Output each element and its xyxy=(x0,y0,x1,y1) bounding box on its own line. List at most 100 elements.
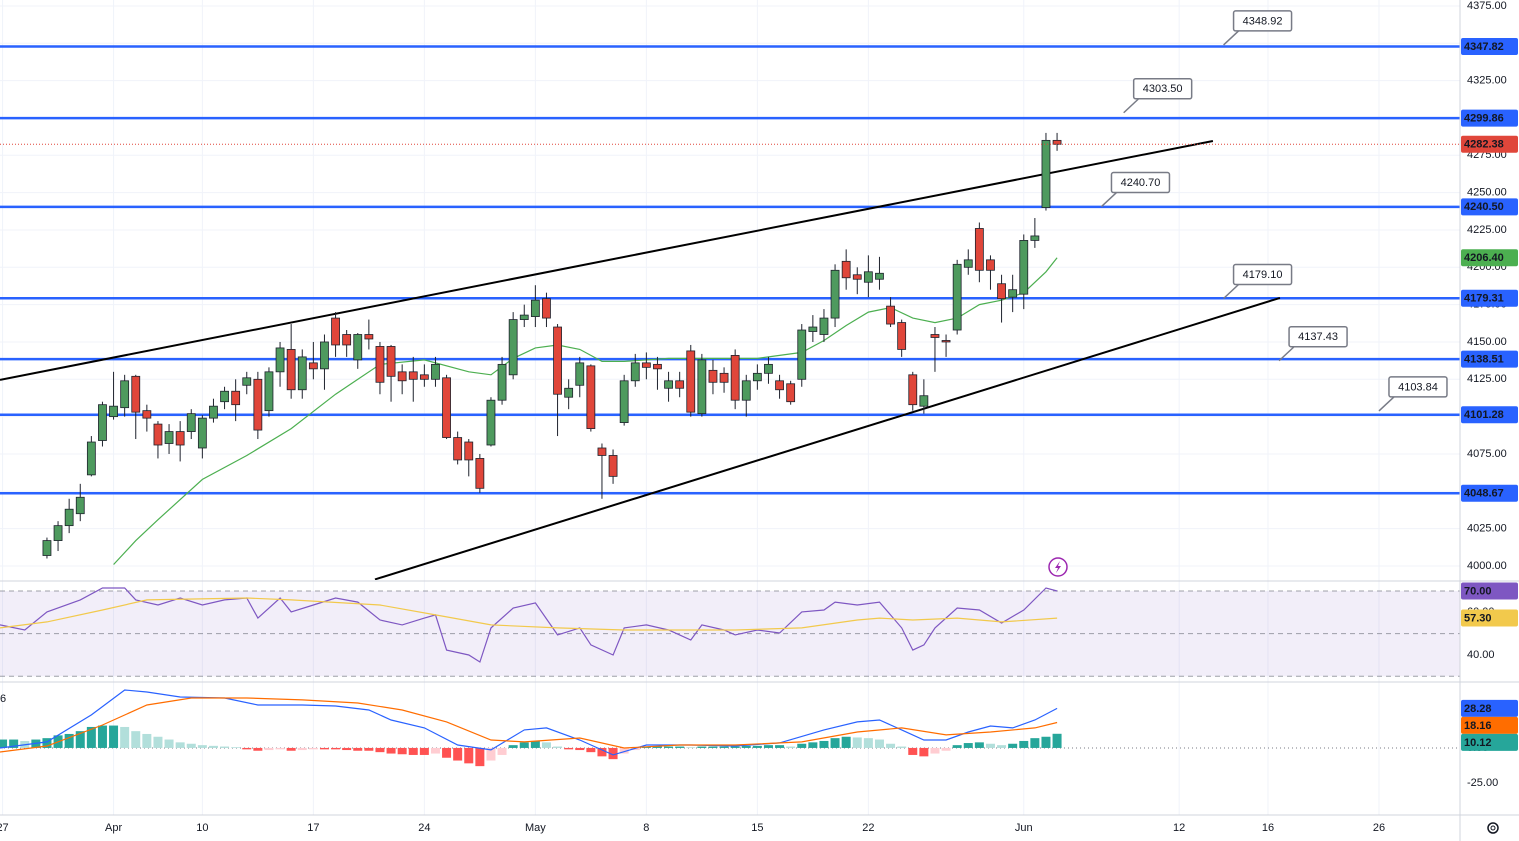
histogram-bar xyxy=(353,747,363,751)
candle-body xyxy=(542,298,551,319)
histogram-bar xyxy=(453,747,463,761)
candle-body xyxy=(986,259,995,271)
candle-body xyxy=(497,363,507,401)
histogram-bar xyxy=(808,742,818,748)
candle-body xyxy=(153,423,163,446)
price-badge xyxy=(1461,289,1518,307)
callout-connector xyxy=(1223,30,1240,46)
macd-line xyxy=(0,697,1058,753)
candle-body xyxy=(675,380,685,389)
histogram-bar xyxy=(331,747,341,750)
y-tick-label: 4225.00 xyxy=(1467,224,1507,236)
histogram-bar xyxy=(586,747,596,753)
candle-body xyxy=(297,356,307,391)
price-badge xyxy=(1461,582,1518,600)
candle-body xyxy=(375,346,385,383)
candle-body xyxy=(819,317,829,335)
histogram-bar xyxy=(253,747,263,751)
price-badge xyxy=(1461,198,1518,216)
price-badge-label: 4282.38 xyxy=(1464,139,1504,151)
candle-body xyxy=(320,341,329,370)
price-badge xyxy=(1461,699,1518,717)
callout-connector xyxy=(1278,346,1295,362)
histogram-bar xyxy=(0,739,8,748)
candle-body xyxy=(75,496,85,515)
candle-body xyxy=(242,377,252,386)
price-badge xyxy=(1461,406,1518,424)
histogram-bar xyxy=(175,742,185,748)
rsi-line xyxy=(0,597,1058,631)
histogram-bar xyxy=(475,747,485,767)
callout-box xyxy=(1388,376,1448,398)
histogram-bar xyxy=(919,747,929,757)
candle-body xyxy=(930,334,940,338)
candle-body xyxy=(619,380,629,424)
callout-label: 4348.92 xyxy=(1243,15,1283,27)
candle-body xyxy=(264,371,274,412)
histogram-bar xyxy=(1041,736,1051,748)
candle-body xyxy=(786,383,796,403)
histogram-bar xyxy=(9,739,19,748)
histogram-bar xyxy=(430,747,440,754)
candle-body xyxy=(453,437,463,461)
indicator-label: 6 xyxy=(0,693,6,705)
candle-body xyxy=(1041,139,1051,208)
alert-icon[interactable] xyxy=(1048,557,1068,577)
candle-body xyxy=(841,260,851,279)
price-badge xyxy=(1461,249,1518,267)
candle-body xyxy=(364,334,374,340)
candle-body xyxy=(908,374,918,406)
candle-body xyxy=(142,410,152,419)
candle-body xyxy=(175,431,185,446)
candle-body xyxy=(209,405,218,419)
y-tick-label: 4025.00 xyxy=(1467,523,1507,535)
x-tick-label: 22 xyxy=(862,822,874,834)
histogram-bar xyxy=(786,746,796,748)
histogram-bar xyxy=(519,742,529,748)
candle-body xyxy=(897,322,907,350)
y-tick-label: 4000.00 xyxy=(1467,560,1507,572)
histogram-bar xyxy=(597,747,607,757)
candle-body xyxy=(974,228,984,271)
callout-box xyxy=(1232,263,1293,286)
histogram-bar xyxy=(963,743,973,748)
histogram-bar xyxy=(86,726,96,748)
histogram-bar xyxy=(852,737,862,748)
histogram-bar xyxy=(719,746,729,748)
callout-connector xyxy=(1378,396,1395,412)
candle-body xyxy=(475,458,485,489)
histogram-bar xyxy=(575,747,585,751)
candle-body xyxy=(630,362,640,382)
price-badge xyxy=(1461,716,1518,734)
candle-body xyxy=(564,387,574,398)
price-badge-label: 4240.50 xyxy=(1464,201,1504,213)
settings-icon[interactable] xyxy=(1487,822,1499,834)
x-tick-label: 27 xyxy=(0,822,9,834)
histogram-bar xyxy=(408,747,418,755)
histogram-bar xyxy=(819,740,829,748)
candle-body xyxy=(486,399,496,446)
histogram-bar xyxy=(863,738,873,748)
candle-body xyxy=(686,350,696,413)
histogram-bar xyxy=(308,747,318,750)
histogram-bar xyxy=(464,747,474,764)
y-tick-label: 4250.00 xyxy=(1467,187,1507,199)
candle-body xyxy=(530,299,540,317)
price-badge-label: 4048.67 xyxy=(1464,488,1504,500)
x-tick-label: May xyxy=(525,822,546,834)
callout-label: 4179.10 xyxy=(1243,269,1283,281)
histogram-bar xyxy=(242,747,252,750)
candle-body xyxy=(186,413,196,432)
candle-body xyxy=(508,319,518,376)
histogram-bar xyxy=(486,747,496,761)
histogram-bar xyxy=(797,743,807,748)
price-badge xyxy=(1461,350,1518,368)
candle-body xyxy=(220,390,229,403)
price-badge-label: 10.12 xyxy=(1464,737,1492,749)
histogram-bar xyxy=(231,747,241,748)
rsi-pane xyxy=(0,587,1460,677)
histogram-bar xyxy=(952,745,962,748)
callout-box xyxy=(1110,171,1171,194)
x-tick-label: 24 xyxy=(418,822,430,834)
